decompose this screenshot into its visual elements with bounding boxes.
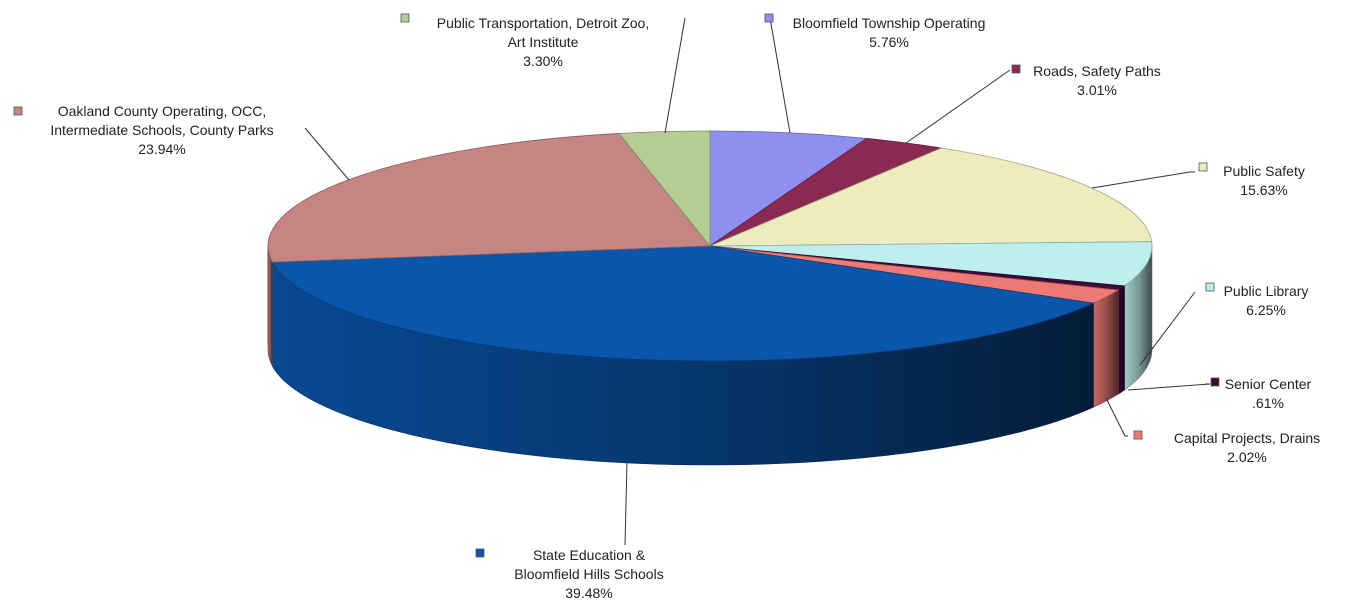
pie-slice: [267, 133, 711, 263]
slice-name-label: Capital Projects, Drains: [1174, 430, 1320, 446]
slice-name-label: Public Transportation, Detroit Zoo,: [437, 15, 649, 31]
slice-name-label: Intermediate Schools, County Parks: [50, 122, 273, 138]
slice-value-label: 2.02%: [1227, 449, 1267, 465]
legend-marker: [1198, 162, 1208, 172]
slice-name-label: Oakland County Operating, OCC,: [58, 103, 267, 119]
pie-slice-side: [267, 245, 273, 367]
pie-sides: [267, 245, 1153, 466]
leader-line: [664, 17, 686, 134]
slice-name-label: Bloomfield Township Operating: [793, 15, 986, 31]
slice-name-label: Senior Center: [1225, 376, 1312, 392]
slice-name-label: Bloomfield Hills Schools: [514, 566, 663, 582]
slice-value-label: 3.01%: [1077, 82, 1117, 98]
legend-marker: [1205, 282, 1215, 292]
leader-line: [1091, 171, 1195, 189]
pie-labels: Bloomfield Township Operating 5.76% Roads,…: [13, 13, 1320, 601]
slice-name-label: State Education &: [533, 547, 646, 563]
leader-line: [1105, 397, 1128, 437]
slice-value-label: 5.76%: [869, 34, 909, 50]
slice-value-label: .61%: [1252, 395, 1284, 411]
legend-marker: [400, 13, 410, 23]
pie-slice-side: [1093, 289, 1119, 408]
pie-slice: [618, 130, 711, 248]
pie-top: [267, 130, 1153, 362]
slice-value-label: 39.48%: [565, 585, 612, 601]
slice-value-label: 15.63%: [1240, 182, 1287, 198]
legend-marker: [1210, 377, 1220, 387]
leader-line: [1139, 291, 1196, 366]
slice-name-label: Art Institute: [508, 34, 579, 50]
pie-slice: [271, 245, 1095, 362]
slice-value-label: 3.30%: [523, 53, 563, 69]
leader-line: [624, 461, 628, 546]
legend-marker: [13, 106, 23, 116]
legend-marker: [1133, 430, 1143, 440]
slice-value-label: 23.94%: [138, 141, 185, 157]
leader-line: [769, 17, 791, 134]
slice-value-label: 6.25%: [1246, 302, 1286, 318]
pie-slice: [709, 241, 1153, 287]
slice-name-label: Roads, Safety Paths: [1033, 63, 1161, 79]
leader-line: [304, 127, 350, 181]
legend-marker: [475, 548, 485, 558]
pie-slice: [709, 147, 1153, 247]
leader-line: [905, 69, 1011, 144]
pie-slice-side: [1117, 285, 1125, 395]
legend-marker: [764, 13, 774, 23]
legend-marker: [1011, 64, 1021, 74]
slice-name-label: Public Safety: [1223, 163, 1305, 179]
leader-line: [1127, 383, 1211, 391]
slice-name-label: Public Library: [1224, 283, 1309, 299]
